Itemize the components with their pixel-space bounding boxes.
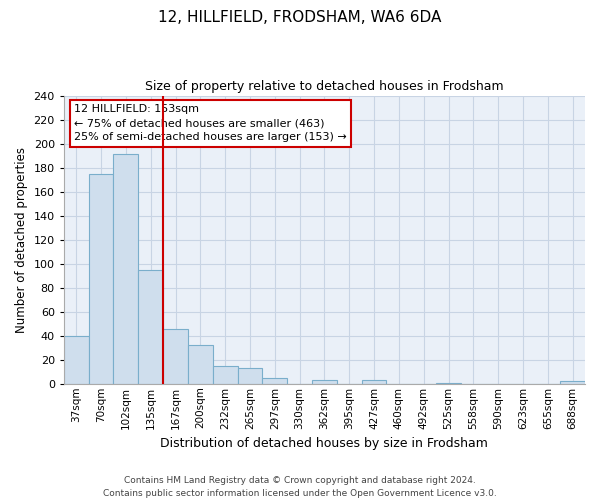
Bar — [560, 382, 585, 384]
Text: 12 HILLFIELD: 153sqm
← 75% of detached houses are smaller (463)
25% of semi-deta: 12 HILLFIELD: 153sqm ← 75% of detached h… — [74, 104, 347, 142]
Bar — [138, 270, 163, 384]
Bar — [213, 366, 238, 384]
Bar — [238, 368, 262, 384]
X-axis label: Distribution of detached houses by size in Frodsham: Distribution of detached houses by size … — [160, 437, 488, 450]
Bar — [89, 174, 113, 384]
Bar — [64, 336, 89, 384]
Bar — [436, 382, 461, 384]
Bar — [262, 378, 287, 384]
Bar — [362, 380, 386, 384]
Text: Contains HM Land Registry data © Crown copyright and database right 2024.
Contai: Contains HM Land Registry data © Crown c… — [103, 476, 497, 498]
Bar — [113, 154, 138, 384]
Bar — [188, 346, 213, 384]
Text: 12, HILLFIELD, FRODSHAM, WA6 6DA: 12, HILLFIELD, FRODSHAM, WA6 6DA — [158, 10, 442, 25]
Bar — [163, 328, 188, 384]
Bar — [312, 380, 337, 384]
Y-axis label: Number of detached properties: Number of detached properties — [15, 146, 28, 332]
Title: Size of property relative to detached houses in Frodsham: Size of property relative to detached ho… — [145, 80, 504, 93]
